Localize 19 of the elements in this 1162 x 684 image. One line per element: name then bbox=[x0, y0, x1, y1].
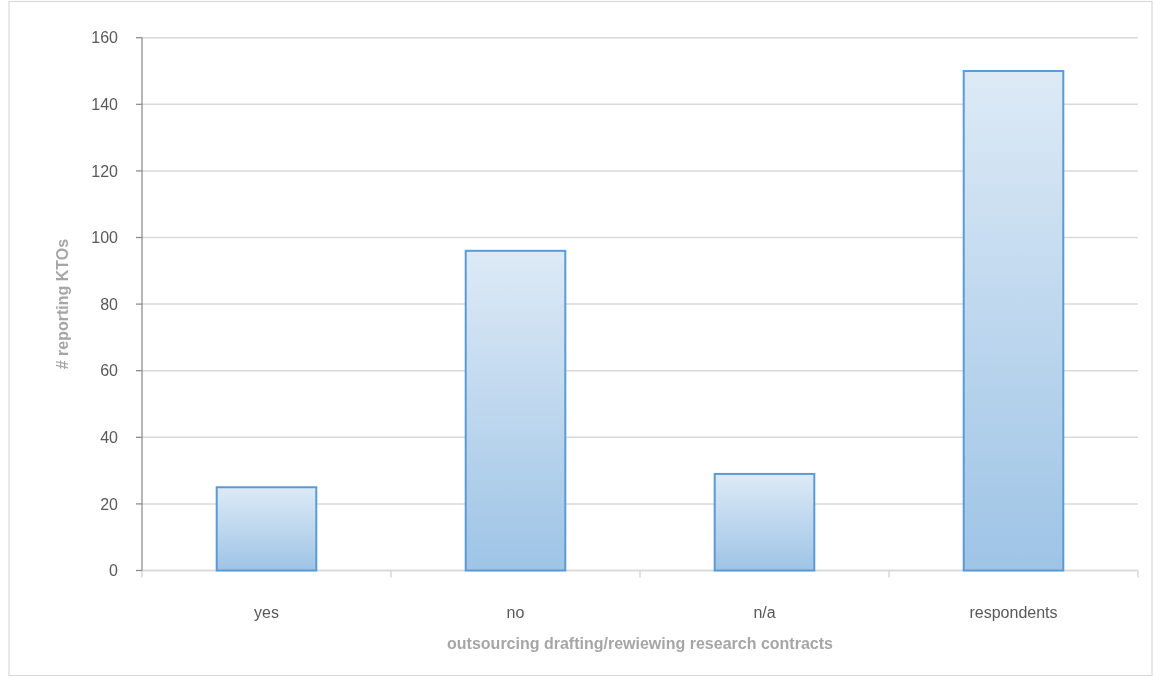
x-tick-label: respondents bbox=[969, 603, 1058, 621]
y-tick-label: 120 bbox=[91, 162, 119, 180]
y-tick-label: 0 bbox=[109, 562, 119, 580]
y-tick-label: 160 bbox=[91, 29, 119, 47]
bar bbox=[215, 486, 318, 572]
y-tick-label: 40 bbox=[100, 428, 119, 446]
y-axis-title: # reporting KTOs bbox=[54, 238, 71, 370]
y-tick-label: 80 bbox=[100, 295, 119, 313]
x-tick-label: no bbox=[506, 603, 525, 621]
x-axis-title: outsourcing drafting/rewiewing research contracts bbox=[447, 634, 834, 652]
x-tick-label: n/a bbox=[753, 603, 776, 621]
y-tick-label: 100 bbox=[91, 229, 119, 247]
y-tick-label: 60 bbox=[100, 362, 119, 380]
bar bbox=[464, 249, 567, 572]
x-tick-label: yes bbox=[254, 603, 279, 621]
y-tick-label: 140 bbox=[91, 95, 119, 113]
y-tick-label: 20 bbox=[100, 495, 119, 513]
bar bbox=[713, 472, 816, 572]
bar bbox=[962, 70, 1065, 572]
